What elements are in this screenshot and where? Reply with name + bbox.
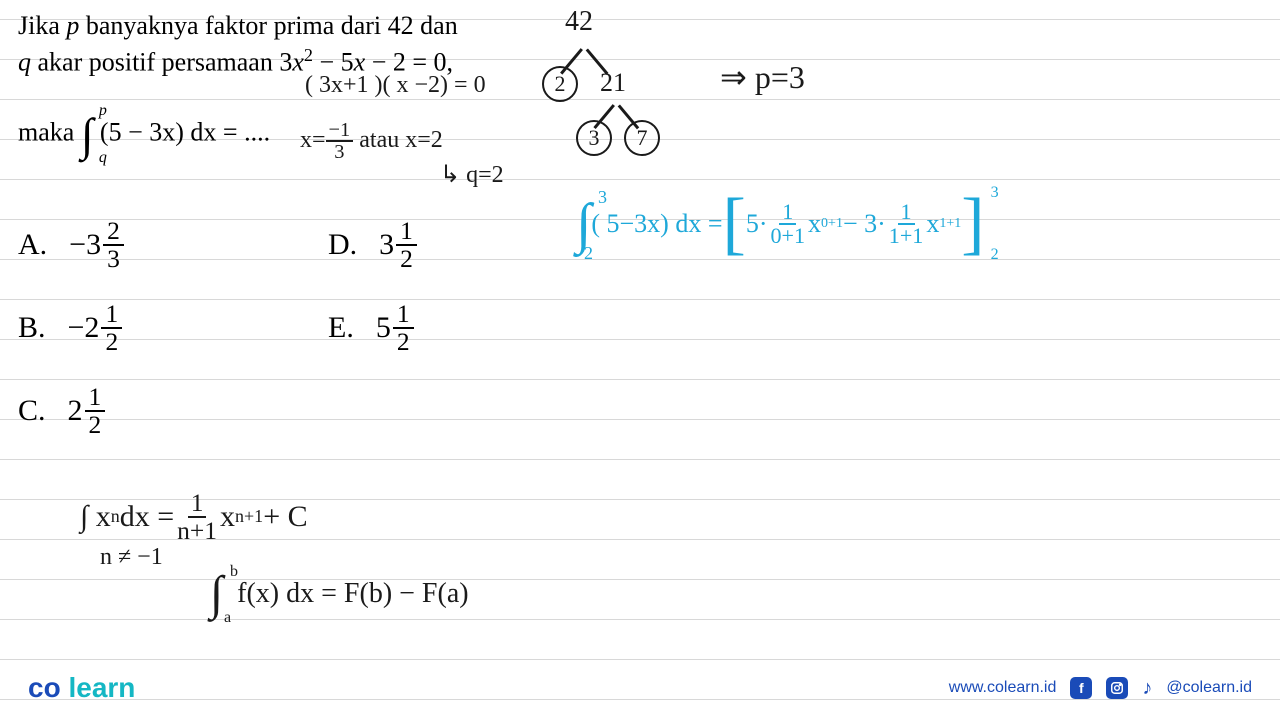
opt-d-whole: 3 xyxy=(379,228,394,262)
blue-five: 5· xyxy=(746,209,768,239)
q-line1-post: banyaknya faktor prima dari 42 dan xyxy=(79,11,457,40)
q-line1-pre: Jika xyxy=(18,11,66,40)
hw-factored: ( 3x+1 )( x −2) = 0 xyxy=(305,72,486,99)
bf1n: 1 xyxy=(779,201,796,225)
hw-p-result: ⇒ p=3 xyxy=(720,58,805,96)
blue-x2: x xyxy=(926,209,939,239)
q-var-p: p xyxy=(66,11,79,40)
blue-lim-lower: 2 xyxy=(991,246,999,264)
option-e: E. 512 xyxy=(328,301,638,354)
power-rule: ∫ xn dx = 1n+1 xn+1 + C xyxy=(80,490,308,543)
blue-minus: − 3· xyxy=(843,209,886,239)
hw-roots: x=−13 atau x=2 xyxy=(300,120,443,163)
pr-int: ∫ x xyxy=(80,500,111,534)
int-lower: q xyxy=(99,149,107,167)
footer-url: www.colearn.id xyxy=(949,679,1057,697)
bf2d: 1+1 xyxy=(886,225,927,247)
opt-a-den: 3 xyxy=(103,246,124,272)
hw-q-arrow: ↳ q=2 xyxy=(440,160,504,189)
logo-learn: learn xyxy=(68,672,135,703)
answer-options: A. −323 D. 312 B. −212 E. 512 C. 212 xyxy=(18,218,638,467)
bracket-left-icon: [ xyxy=(723,196,746,252)
bf1d: 0+1 xyxy=(767,225,808,247)
q-sup2: 2 xyxy=(304,45,313,65)
option-a: A. −323 xyxy=(18,218,328,271)
opt-b-whole: −2 xyxy=(68,311,100,345)
tree-42: 42 xyxy=(565,6,593,38)
blue-int-lower: 2 xyxy=(584,244,593,262)
bracket-right-icon: ] xyxy=(961,196,984,252)
option-b-letter: B. xyxy=(18,311,46,345)
option-b: B. −212 xyxy=(18,301,328,354)
blue-int-upper: 3 xyxy=(598,188,607,206)
integrand: (5 − 3x) dx = .... xyxy=(100,117,270,146)
pr-c: + C xyxy=(263,500,307,534)
footer-right: www.colearn.id f ♪ @colearn.id xyxy=(949,677,1252,700)
blue-int-symbol: ∫ 3 2 xyxy=(576,196,591,252)
pr-xr: x xyxy=(220,500,235,534)
opt-b-den: 2 xyxy=(101,329,122,355)
blue-integrand: ( 5−3x) dx = xyxy=(591,209,722,239)
bf2n: 1 xyxy=(898,201,915,225)
q-line2-post: akar positif persamaan 3 xyxy=(31,48,292,77)
hw-roots-mid: atau x=2 xyxy=(353,127,443,153)
tiktok-icon: ♪ xyxy=(1142,677,1152,700)
hw-roots-pre: x= xyxy=(300,127,326,153)
integral-symbol: ∫ p q xyxy=(81,108,94,161)
opt-d-den: 2 xyxy=(396,246,417,272)
q-x2: x xyxy=(292,48,304,77)
pr-fd: n+1 xyxy=(174,518,220,544)
ftc-lower: a xyxy=(224,610,231,626)
opt-a-whole: −3 xyxy=(69,228,101,262)
ftc-body: f(x) dx = F(b) − F(a) xyxy=(237,578,468,610)
facebook-icon: f xyxy=(1070,677,1092,699)
maka-text: maka xyxy=(18,117,74,146)
blue-x1: x xyxy=(808,209,821,239)
blue-e1: 0+1 xyxy=(821,216,843,232)
colearn-logo: co learn xyxy=(28,672,135,704)
blue-lim-upper: 3 xyxy=(991,184,999,202)
option-e-letter: E. xyxy=(328,311,354,345)
pr-dx: dx = xyxy=(120,500,174,534)
tree-21: 21 xyxy=(600,68,626,98)
pr-n: n xyxy=(111,506,120,527)
footer-handle: @colearn.id xyxy=(1166,679,1252,697)
instagram-icon xyxy=(1106,677,1128,699)
blue-solution: ∫ 3 2 ( 5−3x) dx = [ 5· 10+1 x0+1 − 3· 1… xyxy=(576,196,985,252)
power-rule-cond: n ≠ −1 xyxy=(100,544,163,571)
hw-r1d: 3 xyxy=(331,142,347,162)
tree-2: 2 xyxy=(542,66,578,102)
opt-a-num: 2 xyxy=(103,218,124,246)
ftc-int-symbol: ∫ b a xyxy=(210,570,223,618)
logo-co: co xyxy=(28,672,61,703)
integral-expression: maka ∫ p q (5 − 3x) dx = .... xyxy=(18,108,270,161)
ftc-rule: ∫ b a f(x) dx = F(b) − F(a) xyxy=(210,570,469,618)
q-var-q: q xyxy=(18,48,31,77)
blue-e2: 1+1 xyxy=(939,216,961,232)
footer: co learn www.colearn.id f ♪ @colearn.id xyxy=(0,672,1280,704)
tree-3: 3 xyxy=(576,120,612,156)
option-c-letter: C. xyxy=(18,394,46,428)
ftc-upper: b xyxy=(230,564,238,580)
opt-e-den: 2 xyxy=(393,329,414,355)
opt-e-num: 1 xyxy=(393,301,414,329)
int-upper: p xyxy=(99,102,107,120)
opt-c-den: 2 xyxy=(85,412,106,438)
opt-c-whole: 2 xyxy=(68,394,83,428)
opt-e-whole: 5 xyxy=(376,311,391,345)
pr-fn: 1 xyxy=(188,490,207,518)
opt-d-num: 1 xyxy=(396,218,417,246)
question-text: Jika p banyaknya faktor prima dari 42 da… xyxy=(18,8,558,80)
pr-exp: n+1 xyxy=(235,506,263,527)
opt-b-num: 1 xyxy=(101,301,122,329)
option-d-letter: D. xyxy=(328,228,357,262)
option-c: C. 212 xyxy=(18,384,328,437)
hw-r1n: −1 xyxy=(326,120,354,142)
tree-7: 7 xyxy=(624,120,660,156)
option-a-letter: A. xyxy=(18,228,47,262)
opt-c-num: 1 xyxy=(85,384,106,412)
